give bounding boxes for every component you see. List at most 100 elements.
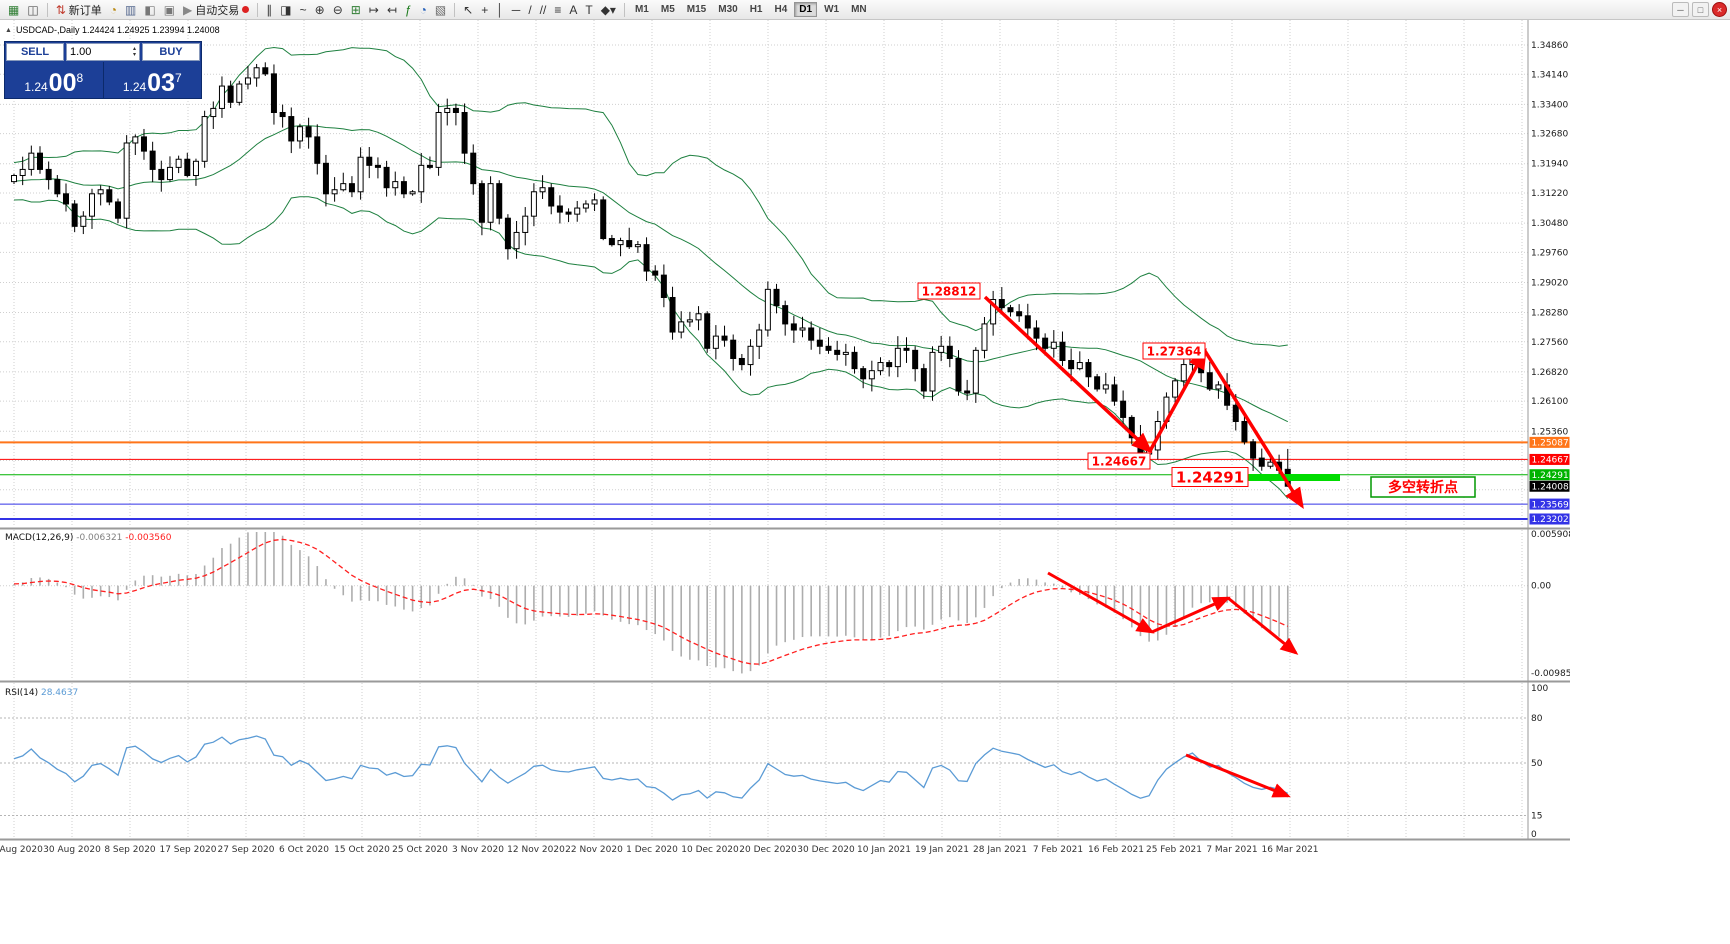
buy-price-prefix: 1.24: [122, 80, 147, 94]
minimize-button[interactable]: ─: [1672, 2, 1689, 17]
sell-button[interactable]: SELL: [6, 43, 64, 61]
price-badge: [1529, 480, 1570, 492]
rsi-line: [13, 735, 1289, 801]
tile-windows-button[interactable]: ⊞: [348, 2, 364, 18]
data-window-button[interactable]: ▥: [122, 2, 139, 18]
timeframe-m30[interactable]: M30: [718, 4, 738, 15]
new-order-button[interactable]: ⇅ 新订单: [53, 2, 105, 18]
price-label-box: [1171, 467, 1249, 487]
trend-arrow: [1148, 347, 1207, 452]
date-tick-label: 10 Dec 2020: [681, 845, 739, 855]
note-text: 多空转折点: [1388, 479, 1458, 496]
chart-canvas[interactable]: 1.28812 1.27364 1.24667 1.24291 多空转折点 1.34860…: [0, 20, 1570, 858]
buy-button[interactable]: BUY: [142, 43, 200, 61]
profiles-button[interactable]: ◫: [24, 2, 41, 18]
candlestick-chart-button[interactable]: ◨: [277, 2, 294, 18]
macd-trend-arrow: [1047, 571, 1155, 634]
macd-signal-line: [13, 538, 1289, 665]
price-label-text: 1.24291: [1176, 468, 1244, 486]
trendline-button[interactable]: /: [525, 2, 534, 18]
zoom-in-icon: ⊕: [314, 2, 325, 17]
toolbar: ▦ ◫ ⇅ 新订单 ◔ ▥ ◧ ▣ ▶ 自动交易 ∥ ◨ ~ ⊕ ⊖ ⊞ ↦ ↤ ƒ ◔ ▧ ↖ + │ ─ ///≡ A T ◆▾ M1…: [0, 0, 1730, 20]
timeframe-w1[interactable]: W1: [824, 4, 840, 15]
close-button[interactable]: ×: [1712, 2, 1727, 17]
date-tick-label: 17 Sep 2020: [159, 845, 216, 855]
bar-chart-button[interactable]: ∥: [263, 2, 275, 18]
vertical-line-button[interactable]: │: [493, 2, 507, 18]
zoom-in-button[interactable]: ⊕: [312, 2, 328, 18]
date-tick-label: 25 Feb 2021: [1146, 845, 1202, 855]
collapse-icon[interactable]: ▲: [5, 26, 12, 34]
shapes-button[interactable]: ◆▾: [598, 2, 619, 18]
macd-trend-arrow: [1227, 596, 1299, 655]
indicators-button[interactable]: ƒ: [402, 2, 415, 18]
cursor-button[interactable]: ↖: [460, 2, 476, 18]
channel-button[interactable]: //: [537, 2, 550, 18]
rsi-axis-label: 0: [1531, 830, 1537, 840]
price-badge-text: 1.24291: [1532, 471, 1569, 481]
new-chart-button[interactable]: ▦: [5, 2, 22, 18]
chart-shift-button[interactable]: ↤: [384, 2, 400, 18]
auto-scroll-icon: ↦: [368, 2, 379, 17]
line-chart-button[interactable]: ~: [297, 2, 310, 18]
templates-icon: ▧: [434, 2, 447, 17]
crosshair-button[interactable]: +: [478, 2, 491, 18]
date-tick-label: 12 Nov 2020: [507, 845, 565, 855]
timeframe-h1[interactable]: H1: [749, 4, 763, 15]
text-label-button[interactable]: T: [582, 2, 595, 18]
timeframe-mn[interactable]: MN: [851, 4, 867, 15]
turning-point-highlight: [1248, 474, 1340, 481]
date-tick-label: 16 Feb 2021: [1088, 845, 1144, 855]
periods-button[interactable]: ◔: [417, 2, 430, 18]
date-tick-label: 20 Dec 2020: [739, 845, 797, 855]
price-badge: [1529, 469, 1570, 481]
price-label-text: 1.27364: [1147, 344, 1202, 358]
price-label-box: [917, 282, 981, 300]
price-badge: [1529, 453, 1570, 465]
timeframe-h4[interactable]: H4: [774, 4, 788, 15]
volume-input[interactable]: 1.00 ▴ ▾: [66, 43, 140, 61]
market-watch-button[interactable]: ◔: [107, 2, 120, 18]
toolbar-separator: [623, 2, 625, 17]
terminal-button[interactable]: ▣: [161, 2, 178, 18]
volume-down-icon[interactable]: ▾: [132, 52, 136, 58]
zoom-out-icon: ⊖: [332, 2, 343, 17]
timeframe-d1[interactable]: D1: [794, 2, 818, 17]
zoom-out-button[interactable]: ⊖: [330, 2, 346, 18]
templates-button[interactable]: ▧: [432, 2, 449, 18]
volume-value: 1.00: [70, 46, 92, 58]
vertical-line-icon: │: [496, 2, 504, 17]
grid: [0, 20, 1528, 838]
date-tick-label: 7 Mar 2021: [1206, 845, 1257, 855]
price-label-box: [1142, 342, 1206, 360]
macd-header: MACD(12,26,9) -0.006321 -0.003560: [5, 533, 172, 543]
sell-price[interactable]: 1.24 00 8: [5, 62, 103, 98]
auto-scroll-button[interactable]: ↦: [366, 2, 382, 18]
date-tick-label: 30 Dec 2020: [797, 845, 855, 855]
rsi-axis-label: 15: [1531, 812, 1542, 822]
autotrading-button[interactable]: ▶ 自动交易: [180, 2, 252, 18]
text-button[interactable]: A: [566, 2, 580, 18]
market-watch-icon: ◔: [109, 2, 117, 17]
price-tick-label: 1.27560: [1531, 338, 1568, 348]
volume-up-icon[interactable]: ▴: [132, 46, 136, 52]
navigator-button[interactable]: ◧: [141, 2, 158, 18]
text-label-icon: T: [585, 2, 593, 17]
buy-price[interactable]: 1.24 03 7: [102, 62, 202, 98]
volume-spinner[interactable]: ▴ ▾: [133, 46, 136, 58]
timeframe-m15[interactable]: M15: [686, 4, 707, 15]
price-badge-text: 1.23202: [1532, 515, 1569, 525]
restore-button[interactable]: □: [1692, 2, 1709, 17]
price-tick-label: 1.29020: [1531, 278, 1568, 288]
timeframe-m5[interactable]: M5: [660, 4, 675, 15]
date-tick-label: 30 Aug 2020: [43, 845, 101, 855]
chart-window[interactable]: 1.28812 1.27364 1.24667 1.24291 多空转折点 1.34860…: [0, 20, 1570, 878]
timeframe-m1[interactable]: M1: [634, 4, 649, 15]
pane-separators[interactable]: [0, 20, 1570, 841]
date-tick-label: 28 Jan 2021: [973, 845, 1027, 855]
horizontal-line-button[interactable]: ─: [509, 2, 524, 18]
price-label-text: 1.28812: [922, 284, 977, 298]
fibonacci-button[interactable]: ≡: [551, 2, 564, 18]
bollinger-middle: [13, 125, 1289, 423]
